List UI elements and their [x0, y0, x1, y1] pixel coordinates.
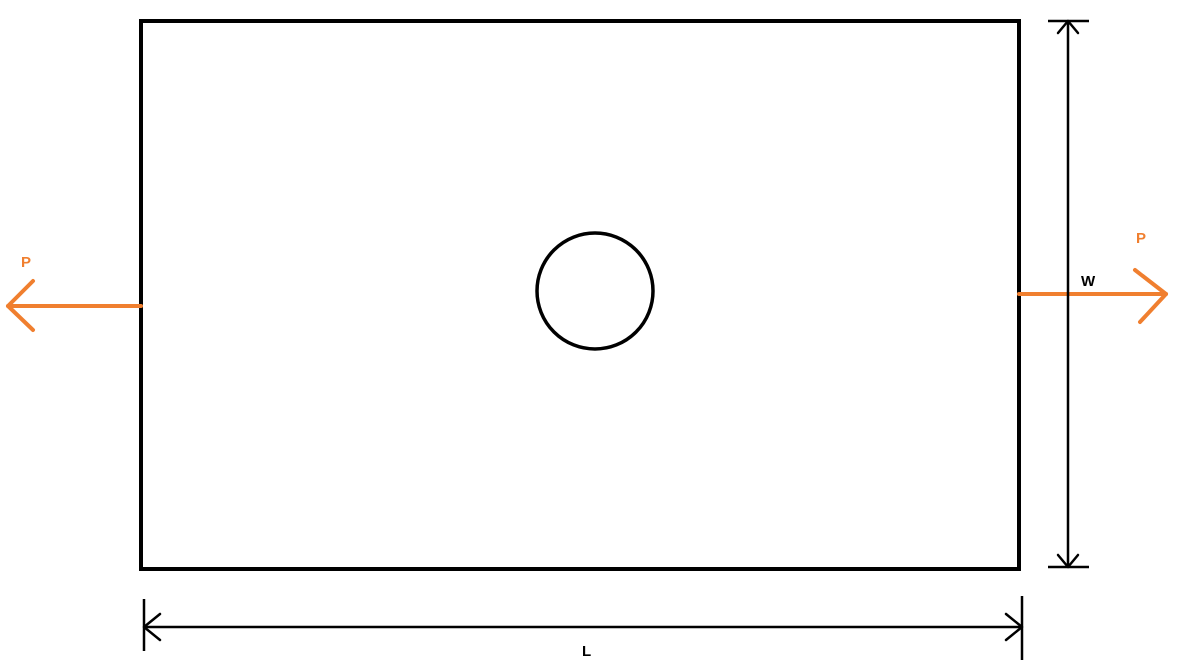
- length-label: L: [582, 643, 591, 660]
- load-arrow-right: [1017, 268, 1168, 324]
- arrowhead-right-icon: [1004, 612, 1024, 642]
- plate-outline: [139, 19, 1021, 571]
- width-label: W: [1081, 273, 1096, 290]
- load-label-right: P: [1136, 230, 1146, 247]
- load-arrow-left: [6, 279, 143, 332]
- length-dimension: [142, 596, 1024, 660]
- arrowhead-up-icon: [1056, 19, 1080, 35]
- load-label-left: P: [21, 254, 31, 271]
- arrowhead-down-icon: [1056, 553, 1080, 569]
- arrowhead-left-icon: [142, 612, 162, 642]
- width-dimension: [1048, 19, 1089, 569]
- arrow-right-icon: [1133, 268, 1168, 324]
- center-hole: [535, 231, 655, 351]
- arrow-left-icon: [6, 279, 35, 332]
